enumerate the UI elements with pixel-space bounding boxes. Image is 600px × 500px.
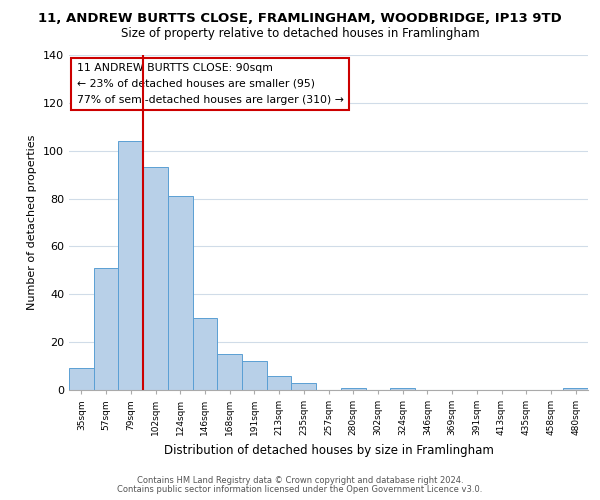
Text: 11 ANDREW BURTTS CLOSE: 90sqm
← 23% of detached houses are smaller (95)
77% of s: 11 ANDREW BURTTS CLOSE: 90sqm ← 23% of d… [77,64,344,104]
Text: 11, ANDREW BURTTS CLOSE, FRAMLINGHAM, WOODBRIDGE, IP13 9TD: 11, ANDREW BURTTS CLOSE, FRAMLINGHAM, WO… [38,12,562,26]
Bar [267,376,292,390]
Bar [118,141,143,390]
Bar [168,196,193,390]
Bar [143,168,168,390]
X-axis label: Distribution of detached houses by size in Framlingham: Distribution of detached houses by size … [164,444,493,456]
Text: Size of property relative to detached houses in Framlingham: Size of property relative to detached ho… [121,28,479,40]
Bar [563,388,588,390]
Bar [193,318,217,390]
Bar [341,388,365,390]
Bar [292,383,316,390]
Text: Contains HM Land Registry data © Crown copyright and database right 2024.: Contains HM Land Registry data © Crown c… [137,476,463,485]
Bar [217,354,242,390]
Text: Contains public sector information licensed under the Open Government Licence v3: Contains public sector information licen… [118,485,482,494]
Bar [242,362,267,390]
Bar [390,388,415,390]
Bar [69,368,94,390]
Y-axis label: Number of detached properties: Number of detached properties [28,135,37,310]
Bar [94,268,118,390]
